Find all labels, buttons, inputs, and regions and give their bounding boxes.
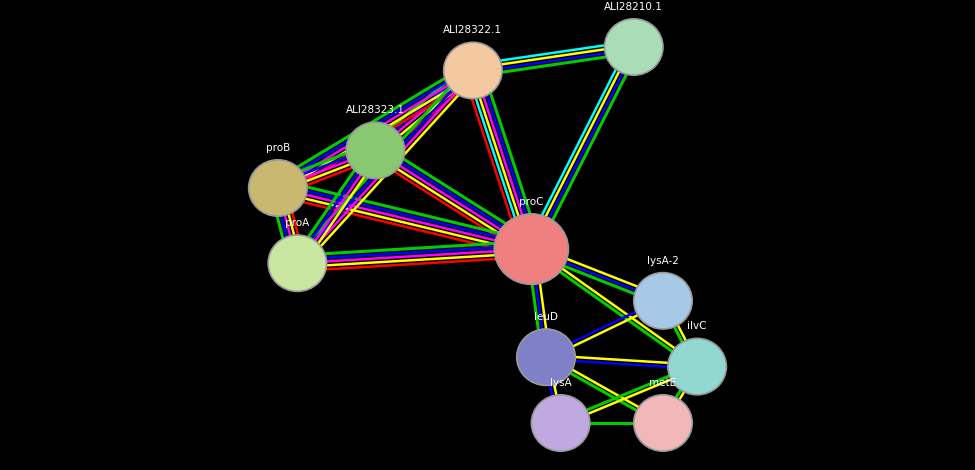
Ellipse shape [444, 42, 502, 99]
Text: ilvC: ilvC [687, 321, 707, 331]
Text: ALI28322.1: ALI28322.1 [444, 25, 502, 35]
Text: ALI28210.1: ALI28210.1 [604, 2, 663, 12]
Text: metE: metE [649, 378, 677, 388]
Ellipse shape [668, 338, 726, 395]
Ellipse shape [634, 273, 692, 329]
Text: leuD: leuD [534, 312, 558, 322]
Ellipse shape [346, 122, 405, 179]
Text: ALI28323.1: ALI28323.1 [346, 105, 405, 115]
Text: lysA-2: lysA-2 [647, 256, 679, 266]
Ellipse shape [531, 395, 590, 451]
Text: lysA: lysA [550, 378, 571, 388]
Ellipse shape [634, 395, 692, 451]
Text: proB: proB [266, 143, 290, 153]
Text: proC: proC [519, 197, 544, 207]
Ellipse shape [604, 19, 663, 75]
Ellipse shape [494, 214, 568, 284]
Text: proA: proA [286, 218, 309, 228]
Ellipse shape [517, 329, 575, 385]
Ellipse shape [249, 160, 307, 216]
Ellipse shape [268, 235, 327, 291]
